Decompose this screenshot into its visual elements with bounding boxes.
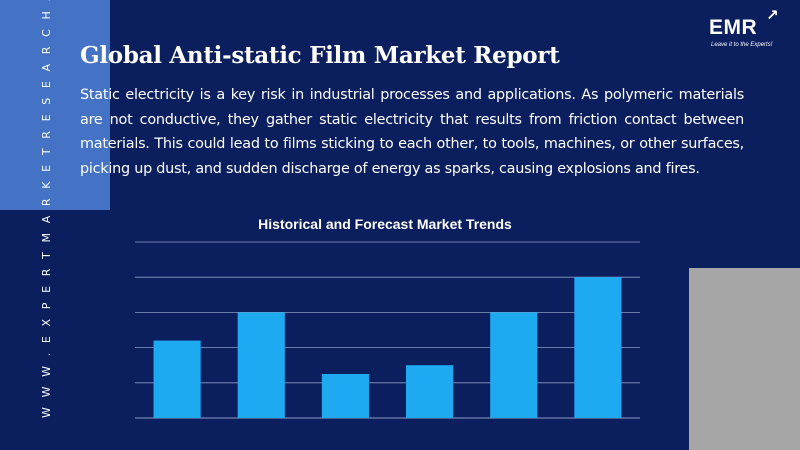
chart-gridlines (135, 241, 640, 419)
chart-bar-1 (153, 340, 201, 418)
chart-bars (153, 277, 622, 418)
grey-block (689, 268, 800, 450)
arrow-up-right-icon: ↗ (766, 7, 779, 24)
chart-bar-3 (321, 374, 369, 418)
chart-bar-5 (490, 312, 538, 418)
logo-brand: EMR (709, 16, 758, 39)
accent-block (0, 0, 110, 210)
chart-bar-6 (574, 277, 622, 418)
chart-title: Historical and Forecast Market Trends (258, 216, 512, 232)
report-title: Global Anti-static Film Market Report (80, 42, 560, 69)
chart-bar-4 (406, 365, 454, 418)
logo-tagline: Leave it to the Experts! (711, 42, 773, 48)
chart-bar-2 (237, 312, 285, 418)
report-description: Static electricity is a key risk in indu… (80, 87, 744, 177)
